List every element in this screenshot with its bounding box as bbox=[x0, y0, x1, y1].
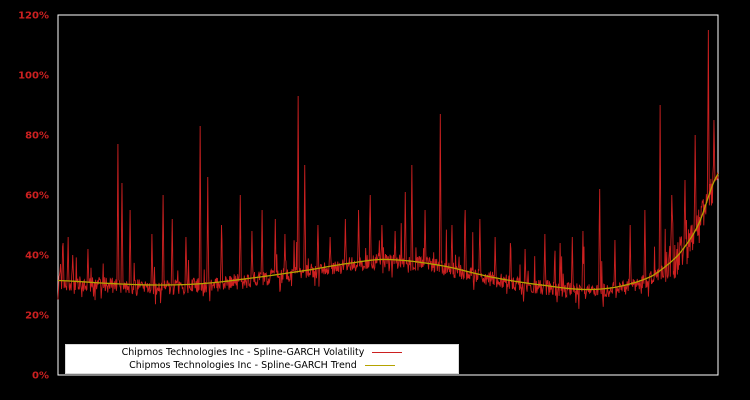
legend-line-sample-trend bbox=[364, 365, 395, 366]
legend-item-volatility: Chipmos Technologies Inc - Spline-GARCH … bbox=[66, 346, 458, 359]
trend-line bbox=[57, 173, 719, 291]
volatility-line bbox=[57, 29, 719, 309]
y-tick-label: 120% bbox=[18, 11, 49, 22]
y-tick-label: 60% bbox=[25, 191, 49, 202]
legend-label-trend: Chipmos Technologies Inc - Spline-GARCH … bbox=[129, 360, 357, 371]
y-tick-label: 0% bbox=[32, 371, 49, 382]
legend: Chipmos Technologies Inc - Spline-GARCH … bbox=[65, 344, 459, 374]
y-tick-label: 80% bbox=[25, 131, 49, 142]
y-tick-label: 40% bbox=[25, 251, 49, 262]
legend-item-trend: Chipmos Technologies Inc - Spline-GARCH … bbox=[66, 359, 458, 372]
legend-label-volatility: Chipmos Technologies Inc - Spline-GARCH … bbox=[121, 347, 365, 358]
y-tick-label: 20% bbox=[25, 311, 49, 322]
legend-line-sample-volatility bbox=[372, 352, 403, 353]
plot-frame bbox=[57, 14, 719, 376]
y-tick-label: 100% bbox=[18, 71, 49, 82]
